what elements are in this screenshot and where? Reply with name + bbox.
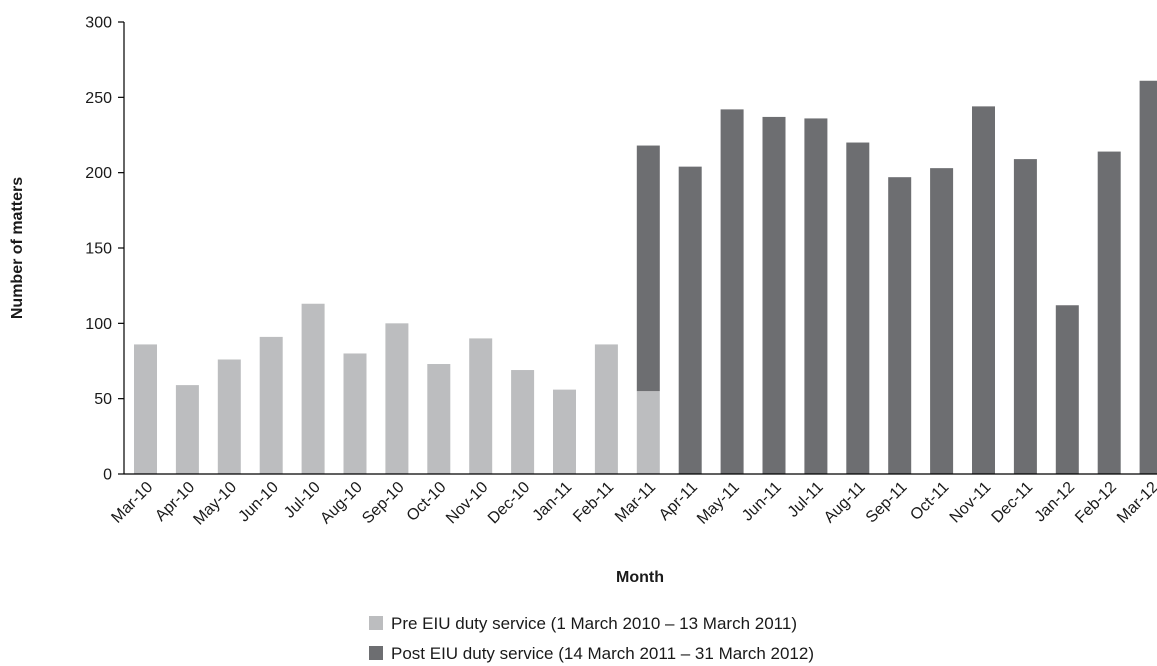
bar-pre-eiu	[553, 389, 576, 474]
bar-post-eiu	[930, 168, 954, 474]
x-tick-label: May-10	[190, 479, 240, 529]
y-tick-label: 300	[85, 15, 112, 32]
legend-label-post-eiu: Post EIU duty service (14 March 2011 – 3…	[391, 644, 814, 663]
bar-post-eiu	[1139, 80, 1157, 474]
bar-post-eiu	[972, 106, 995, 474]
x-tick-label: Feb-11	[570, 479, 617, 526]
bar-pre-eiu	[259, 336, 283, 474]
legend-label-pre-eiu: Pre EIU duty service (1 March 2010 – 13 …	[391, 614, 797, 633]
bars-group	[134, 80, 1157, 475]
x-tick-label: Dec-11	[989, 479, 1037, 527]
bar-post-eiu	[762, 116, 786, 475]
x-tick-label: Feb-12	[1072, 479, 1120, 527]
bar-pre-eiu	[385, 323, 409, 474]
x-tick-label: Mar-12	[1114, 479, 1157, 527]
y-axis-title: Number of matters	[9, 177, 26, 319]
x-axis-title: Month	[616, 569, 664, 586]
bar-pre-eiu	[134, 344, 157, 474]
x-tick-label: Aug-10	[317, 479, 366, 528]
bar-pre-eiu	[217, 359, 241, 474]
x-tick-label: Dec-10	[485, 479, 534, 528]
x-tick-label: Jun-10	[235, 479, 282, 526]
bar-pre-eiu	[343, 353, 367, 474]
legend-swatch-pre-eiu	[369, 616, 383, 630]
bar-pre-eiu	[469, 338, 493, 474]
x-tick-label: Sep-11	[863, 479, 911, 527]
bar-pre-eiu	[301, 303, 325, 474]
x-tick-label: May-11	[694, 479, 743, 528]
x-tick-label: Jan-11	[530, 479, 576, 525]
y-tick-label: 250	[85, 90, 112, 107]
x-tick-label: Mar-10	[108, 479, 156, 527]
bar-pre-eiu	[636, 391, 660, 474]
x-tick-label: Mar-11	[612, 479, 659, 526]
legend-swatch-post-eiu	[369, 646, 383, 660]
x-tick-label: Nov-11	[947, 479, 995, 527]
bar-post-eiu	[1097, 151, 1121, 474]
y-tick-label: 100	[85, 316, 112, 333]
legend: Pre EIU duty service (1 March 2010 – 13 …	[369, 614, 814, 663]
y-tick-label: 0	[103, 467, 112, 484]
bar-pre-eiu	[427, 364, 451, 474]
bar-post-eiu	[888, 177, 912, 475]
bar-post-eiu	[804, 118, 828, 474]
y-axis: 0 50 100 150 200 250 300	[85, 15, 125, 484]
bar-pre-eiu	[511, 370, 535, 474]
y-tick-label: 50	[94, 391, 112, 408]
x-tick-label: Sep-10	[359, 479, 408, 528]
x-tick-label: Jun-11	[739, 479, 785, 525]
x-tick-label: Oct-11	[907, 479, 952, 524]
x-tick-label: Aug-11	[821, 479, 869, 527]
bar-pre-eiu	[175, 385, 199, 474]
bar-post-eiu	[636, 145, 660, 392]
x-tick-label: Nov-10	[443, 479, 492, 528]
bar-pre-eiu	[594, 344, 618, 474]
bar-post-eiu	[1013, 159, 1037, 474]
y-tick-label: 150	[85, 241, 112, 258]
y-tick-label: 200	[85, 165, 112, 182]
x-tick-label: Jan-12	[1032, 479, 1079, 526]
bar-post-eiu	[720, 109, 744, 475]
x-tick-label: Oct-10	[404, 479, 450, 525]
bar-post-eiu	[1055, 305, 1079, 474]
bar-post-eiu	[678, 166, 702, 474]
bar-post-eiu	[846, 142, 870, 475]
